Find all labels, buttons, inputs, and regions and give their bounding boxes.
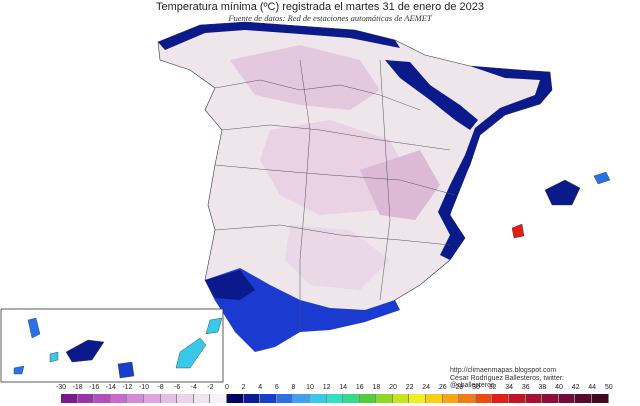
legend-swatch <box>409 394 427 403</box>
legend-swatch <box>309 394 327 403</box>
map-title: Temperatura mínima (ºC) registrada el ma… <box>155 1 485 13</box>
legend-swatch <box>392 394 410 403</box>
legend-swatch <box>558 394 576 403</box>
credit-url: http://climaenmapas.blogspot.com <box>450 367 557 374</box>
menorca <box>593 171 611 185</box>
legend-tick-label: 22 <box>405 384 414 391</box>
legend-swatch <box>243 394 261 403</box>
legend-swatch <box>343 394 360 403</box>
legend-tick-label: 18 <box>372 384 381 391</box>
legend-tick-label: -18 <box>72 384 83 391</box>
catalan-coast-band <box>438 66 552 260</box>
legend-swatch <box>210 394 227 403</box>
legend-tick-label: 16 <box>355 384 364 391</box>
legend-swatch <box>143 394 161 403</box>
ibiza <box>511 223 525 239</box>
legend-tick-label: 6 <box>274 384 279 391</box>
canary-inset-frame <box>0 308 224 383</box>
la-gomera <box>49 351 59 363</box>
legend-swatch <box>376 394 393 403</box>
legend-swatch <box>193 394 211 403</box>
legend-swatch <box>575 394 592 403</box>
legend-tick-label: 4 <box>258 384 263 391</box>
ebro-band <box>385 60 478 130</box>
legend-tick-label: -4 <box>190 384 197 391</box>
legend-swatch <box>492 394 510 403</box>
legend-swatch <box>442 394 460 403</box>
legend-tick-label: 34 <box>505 384 514 391</box>
legend-tick-label: 26 <box>438 384 447 391</box>
legend-tick-label: 42 <box>571 384 580 391</box>
legend-tick-label: 0 <box>225 384 229 391</box>
legend-swatch <box>592 394 609 403</box>
legend-swatch <box>475 394 493 403</box>
legend-tick-label: 32 <box>488 384 497 391</box>
lanzarote <box>205 317 223 335</box>
legend-tick-label: -2 <box>207 384 214 391</box>
legend-swatch <box>177 394 194 403</box>
legend-tick-label: 40 <box>555 384 563 391</box>
legend-tick-label: 20 <box>389 384 397 391</box>
north-coast-band <box>158 22 400 50</box>
map-subtitle: Fuente de datos: Red de estaciones autom… <box>228 13 432 23</box>
legend-tick-label: 12 <box>322 384 331 391</box>
legend-tick-label: 30 <box>472 384 480 391</box>
legend-labels: -30 -18 -16 -14 -12 -10 -8 -6 -4 -2 0 2 4 6 8 10 12 14 16 1… <box>56 384 620 394</box>
cold-patch-north <box>230 45 380 110</box>
legend-tick-label: 2 <box>241 384 246 391</box>
legend-swatch <box>94 394 111 403</box>
legend-colorbar <box>61 394 609 403</box>
legend-swatch <box>110 394 128 403</box>
tenerife <box>65 339 105 363</box>
legend-tick-label: 10 <box>306 384 314 391</box>
el-hierro <box>13 365 25 375</box>
legend-tick-label: -14 <box>105 384 116 391</box>
legend-swatch <box>77 394 95 403</box>
legend-tick-label: 28 <box>455 384 464 391</box>
legend-swatch <box>542 394 559 403</box>
legend-tick-label: -30 <box>55 384 67 391</box>
mallorca <box>544 179 581 206</box>
cold-patch-south <box>285 225 390 290</box>
legend-tick-label: -8 <box>157 384 164 391</box>
legend-tick-label: -6 <box>174 384 181 391</box>
legend-swatch <box>426 394 443 403</box>
region-borders <box>214 59 456 330</box>
legend-swatch <box>276 394 294 403</box>
legend-swatch <box>509 394 526 403</box>
fuerteventura <box>175 337 207 369</box>
legend-tick-label: 24 <box>422 384 431 391</box>
legend-tick-label: 38 <box>538 384 547 391</box>
legend-tick-label: 8 <box>291 384 296 391</box>
legend-tick-label: 44 <box>588 384 597 391</box>
legend-swatch <box>359 394 377 403</box>
legend-swatch <box>326 394 344 403</box>
la-palma <box>27 317 41 339</box>
legend-tick-label: -12 <box>122 384 133 391</box>
southwest-band <box>205 270 255 300</box>
legend-swatch <box>260 394 277 403</box>
cold-patch-east <box>360 150 440 220</box>
legend-tick-label: -10 <box>138 384 150 391</box>
legend-swatch <box>293 394 310 403</box>
legend-swatch <box>459 394 476 403</box>
legend-tick-label: 50 <box>604 384 613 391</box>
gran-canaria <box>117 361 135 379</box>
legend-swatch <box>61 394 78 403</box>
legend-swatch <box>525 394 543 403</box>
legend-swatch <box>127 394 144 403</box>
legend-swatch <box>160 394 178 403</box>
credit-author: César Rodríguez Ballesteros, twitter: @c… <box>450 375 564 389</box>
legend-tick-label: 36 <box>521 384 530 391</box>
legend-tick-label: 14 <box>339 384 348 391</box>
legend-tick-label: -16 <box>89 384 100 391</box>
legend-swatch <box>226 394 244 403</box>
